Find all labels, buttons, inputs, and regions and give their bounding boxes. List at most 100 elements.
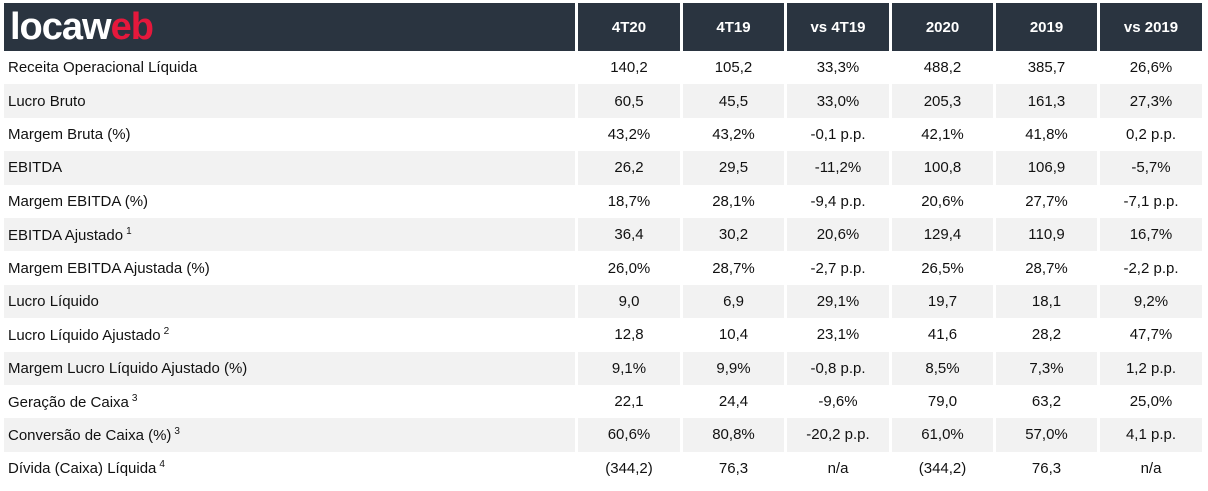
value-cell: 36,4 <box>578 217 683 252</box>
row-label-cell: Margem EBITDA (%) <box>4 184 578 218</box>
value-cell: 488,2 <box>892 51 996 85</box>
row-label-cell: Lucro Bruto <box>4 84 578 118</box>
table-row: Margem EBITDA (%) 18,7% 28,1% -9,4 p.p. 20,6… <box>4 184 1202 218</box>
value-cell: (344,2) <box>892 451 996 486</box>
value-cell: 385,7 <box>996 51 1100 85</box>
logo-text-red: eb <box>110 6 154 48</box>
row-label-cell: Margem Bruta (%) <box>4 117 578 152</box>
value-cell: 16,7% <box>1100 217 1202 252</box>
value-cell: 18,7% <box>578 184 683 218</box>
row-label: EBITDA Ajustado <box>8 226 124 244</box>
value-cell: 76,3 <box>683 451 787 486</box>
row-label: Dívida (Caixa) Líquida <box>8 460 157 478</box>
value-cell: 7,3% <box>996 351 1100 385</box>
value-cell: -0,1 p.p. <box>787 117 892 152</box>
value-cell: -2,2 p.p. <box>1100 251 1202 285</box>
value-cell: 23,1% <box>787 318 892 352</box>
value-cell: (344,2) <box>578 451 683 486</box>
column-header-vs-2019: vs 2019 <box>1100 3 1202 51</box>
row-label-cell: Geração de Caixa 3 <box>4 384 578 419</box>
value-cell: 12,8 <box>578 318 683 352</box>
value-cell: 110,9 <box>996 217 1100 252</box>
value-cell: 63,2 <box>996 384 1100 419</box>
value-cell: 26,5% <box>892 251 996 285</box>
value-cell: 6,9 <box>683 284 787 319</box>
column-header-2019: 2019 <box>996 3 1100 51</box>
column-header-4t19: 4T19 <box>683 3 787 51</box>
value-cell: 20,6% <box>892 184 996 218</box>
row-label-cell: EBITDA Ajustado 1 <box>4 217 578 252</box>
value-cell: 42,1% <box>892 117 996 152</box>
table-row: EBITDA 26,2 29,5 -11,2% 100,8 106,9 -5,7% <box>4 151 1202 185</box>
row-label: Margem EBITDA Ajustada (%) <box>8 259 210 277</box>
value-cell: 26,6% <box>1100 51 1202 85</box>
row-label: Margem Lucro Líquido Ajustado (%) <box>8 359 248 377</box>
value-cell: 80,8% <box>683 418 787 452</box>
value-cell: 41,8% <box>996 117 1100 152</box>
row-label-cell: Lucro Líquido <box>4 284 578 319</box>
value-cell: 8,5% <box>892 351 996 385</box>
value-cell: 4,1 p.p. <box>1100 418 1202 452</box>
row-label: Geração de Caixa <box>8 393 129 411</box>
value-cell: 9,9% <box>683 351 787 385</box>
row-label-cell: Margem Lucro Líquido Ajustado (%) <box>4 351 578 385</box>
value-cell: 43,2% <box>683 117 787 152</box>
table-row: Lucro Líquido Ajustado 2 12,8 10,4 23,1% 41,6… <box>4 318 1202 352</box>
value-cell: 79,0 <box>892 384 996 419</box>
value-cell: 140,2 <box>578 51 683 85</box>
row-label: Conversão de Caixa (%) <box>8 426 172 444</box>
value-cell: 28,7% <box>683 251 787 285</box>
value-cell: 27,7% <box>996 184 1100 218</box>
value-cell: 100,8 <box>892 151 996 185</box>
table-row: Lucro Líquido 9,0 6,9 29,1% 19,7 18,1 9,2% <box>4 284 1202 319</box>
value-cell: 61,0% <box>892 418 996 452</box>
value-cell: 33,3% <box>787 51 892 85</box>
value-cell: 20,6% <box>787 217 892 252</box>
value-cell: 129,4 <box>892 217 996 252</box>
value-cell: 33,0% <box>787 84 892 118</box>
value-cell: 106,9 <box>996 151 1100 185</box>
value-cell: 43,2% <box>578 117 683 152</box>
value-cell: -9,4 p.p. <box>787 184 892 218</box>
value-cell: -20,2 p.p. <box>787 418 892 452</box>
value-cell: n/a <box>1100 451 1202 486</box>
value-cell: 47,7% <box>1100 318 1202 352</box>
value-cell: -7,1 p.p. <box>1100 184 1202 218</box>
footnote-marker: 3 <box>174 425 180 437</box>
value-cell: -9,6% <box>787 384 892 419</box>
value-cell: 24,4 <box>683 384 787 419</box>
row-label: Lucro Bruto <box>8 92 86 110</box>
logo-text-white: locaw <box>10 6 112 48</box>
value-cell: 205,3 <box>892 84 996 118</box>
value-cell: -0,8 p.p. <box>787 351 892 385</box>
row-label-cell: Dívida (Caixa) Líquida 4 <box>4 451 578 486</box>
value-cell: 29,5 <box>683 151 787 185</box>
value-cell: 18,1 <box>996 284 1100 319</box>
value-cell: 27,3% <box>1100 84 1202 118</box>
row-label-cell: Conversão de Caixa (%) 3 <box>4 418 578 452</box>
value-cell: 26,0% <box>578 251 683 285</box>
value-cell: 26,2 <box>578 151 683 185</box>
footnote-marker: 2 <box>163 325 170 337</box>
value-cell: 9,1% <box>578 351 683 385</box>
value-cell: 57,0% <box>996 418 1100 452</box>
value-cell: 19,7 <box>892 284 996 319</box>
row-label-cell: Receita Operacional Líquida <box>4 51 578 85</box>
footnote-marker: 3 <box>131 392 138 404</box>
value-cell: 29,1% <box>787 284 892 319</box>
row-label: Receita Operacional Líquida <box>8 59 198 77</box>
row-label: Lucro Líquido Ajustado <box>8 326 161 344</box>
value-cell: -11,2% <box>787 151 892 185</box>
table-row: Margem Lucro Líquido Ajustado (%) 9,1% 9,9… <box>4 351 1202 385</box>
value-cell: 28,2 <box>996 318 1100 352</box>
footnote-marker: 4 <box>159 459 165 471</box>
table-row: EBITDA Ajustado 1 36,4 30,2 20,6% 129,4 110,9 1… <box>4 217 1202 252</box>
value-cell: n/a <box>787 451 892 486</box>
column-header-4t20: 4T20 <box>578 3 683 51</box>
column-header-2020: 2020 <box>892 3 996 51</box>
table-row: Lucro Bruto 60,5 45,5 33,0% 205,3 161,3 27,3% <box>4 84 1202 118</box>
financial-table: locaweb 4T20 4T19 vs 4T19 2020 2019 vs 2… <box>4 3 1202 486</box>
value-cell: 22,1 <box>578 384 683 419</box>
table-row: Conversão de Caixa (%) 3 60,6% 80,8% -20,2 p… <box>4 418 1202 452</box>
